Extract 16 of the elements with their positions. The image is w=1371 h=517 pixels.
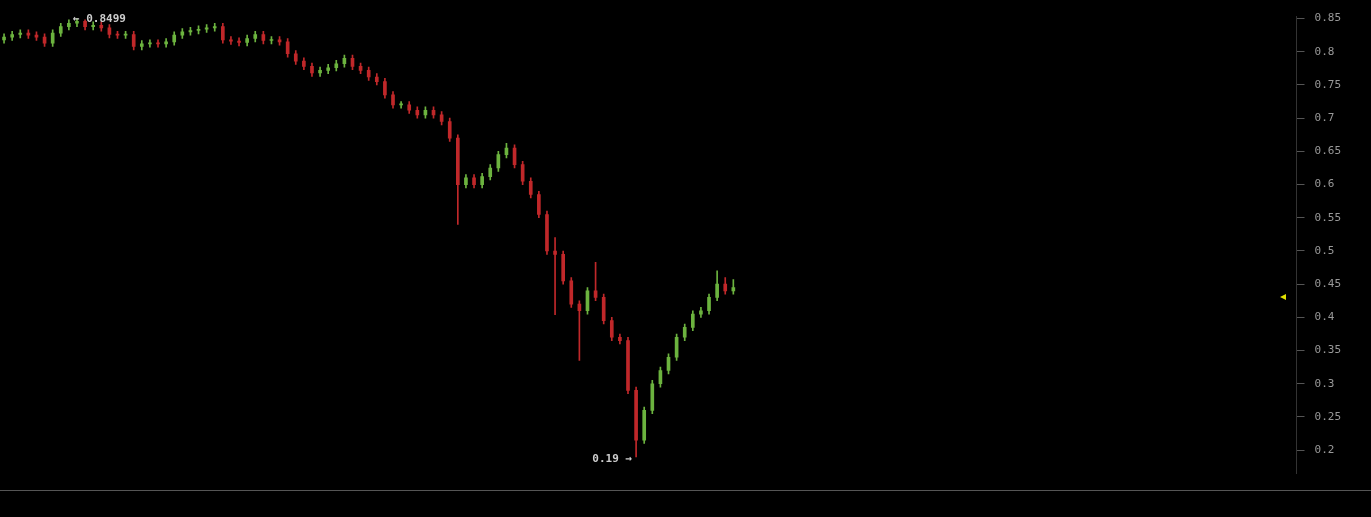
y-tick-label: 0.35 xyxy=(1314,343,1342,357)
annotation: ← 0.8499 xyxy=(72,11,126,25)
y-tick-label: 0.4 xyxy=(1314,310,1335,324)
y-tick-label: 0.55 xyxy=(1314,210,1342,224)
y-tick-label: 0.65 xyxy=(1314,144,1342,158)
y-tick-label: 0.2 xyxy=(1314,443,1335,457)
y-tick-label: 0.25 xyxy=(1314,409,1342,423)
annotation: 0.19 → xyxy=(592,451,633,465)
y-tick-label: 0.75 xyxy=(1314,77,1342,91)
y-tick-label: 0.7 xyxy=(1314,111,1335,125)
y-tick-label: 0.6 xyxy=(1314,177,1335,191)
y-tick-label: 0.5 xyxy=(1314,243,1335,257)
y-tick-label: 0.3 xyxy=(1314,376,1335,390)
y-tick-label: 0.85 xyxy=(1314,11,1342,25)
y-tick-label: 0.8 xyxy=(1314,44,1335,58)
y-tick-label: 0.45 xyxy=(1314,277,1342,291)
